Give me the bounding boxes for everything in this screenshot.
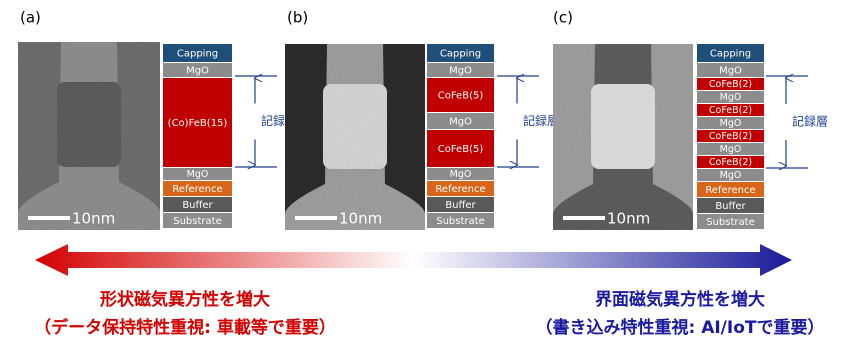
layer-label: Reference — [705, 185, 755, 196]
layer-label: CoFeB(2) — [709, 105, 752, 116]
tem-image — [18, 42, 160, 230]
layer-label: Capping — [177, 49, 218, 60]
layer-label: CoFeB(5) — [438, 91, 484, 102]
layer-label: (Co)FeB(15) — [168, 118, 228, 129]
right-subtitle: （書き込み特性重視: AI/IoTで重要） — [535, 317, 824, 338]
recording-region — [57, 82, 121, 167]
layer-label: Capping — [440, 49, 481, 60]
layer-label: MgO — [449, 66, 472, 77]
layer-label: Reference — [435, 184, 485, 195]
figure: 形状磁気異方性を増大 （データ保持特性重視: 車載等で重要） 界面磁気異方性を増… — [0, 0, 853, 344]
panel-label: (c) — [553, 9, 573, 27]
layer-label: MgO — [720, 118, 742, 129]
layer-label: CoFeB(5) — [438, 144, 484, 155]
layer-label: MgO — [449, 117, 472, 128]
layer-label: Buffer — [182, 200, 213, 211]
panel-label: (b) — [287, 9, 308, 27]
layer-label: CoFeB(2) — [709, 157, 752, 168]
layer-label: MgO — [719, 66, 742, 77]
right-title: 界面磁気異方性を増大 — [595, 289, 765, 310]
layer-label: CoFeB(2) — [709, 131, 752, 142]
recording-region — [323, 84, 387, 169]
layer-label: MgO — [187, 169, 209, 180]
layer-label: Capping — [710, 49, 751, 60]
layer-label: MgO — [186, 66, 209, 77]
scale-bar — [563, 216, 605, 220]
scale-bar — [28, 216, 70, 220]
layer-label: CoFeB(2) — [709, 79, 752, 90]
scale-bar — [295, 216, 337, 220]
layer-label: Substrate — [436, 216, 484, 227]
panel-label: (a) — [20, 9, 41, 27]
scale-bar-label: 10nm — [607, 210, 650, 228]
tem-image — [553, 44, 693, 230]
tem-image — [285, 44, 425, 230]
gradient-arrow — [35, 244, 792, 276]
layer-label: MgO — [450, 169, 472, 180]
layer-label: MgO — [720, 92, 742, 103]
scale-bar-label: 10nm — [72, 210, 115, 228]
layer-label: Substrate — [173, 216, 221, 227]
layer-label: Substrate — [706, 217, 754, 228]
bracket-label: 記録層 — [792, 114, 828, 129]
layer-label: Buffer — [445, 200, 476, 211]
layer-label: Reference — [172, 184, 222, 195]
layer-label: MgO — [720, 170, 742, 181]
left-subtitle: （データ保持特性重視: 車載等で重要） — [34, 317, 336, 338]
layer-label: MgO — [720, 144, 742, 155]
layer-label: Buffer — [715, 201, 746, 212]
left-title: 形状磁気異方性を増大 — [100, 289, 270, 310]
recording-region — [591, 84, 655, 169]
scale-bar-label: 10nm — [339, 210, 382, 228]
